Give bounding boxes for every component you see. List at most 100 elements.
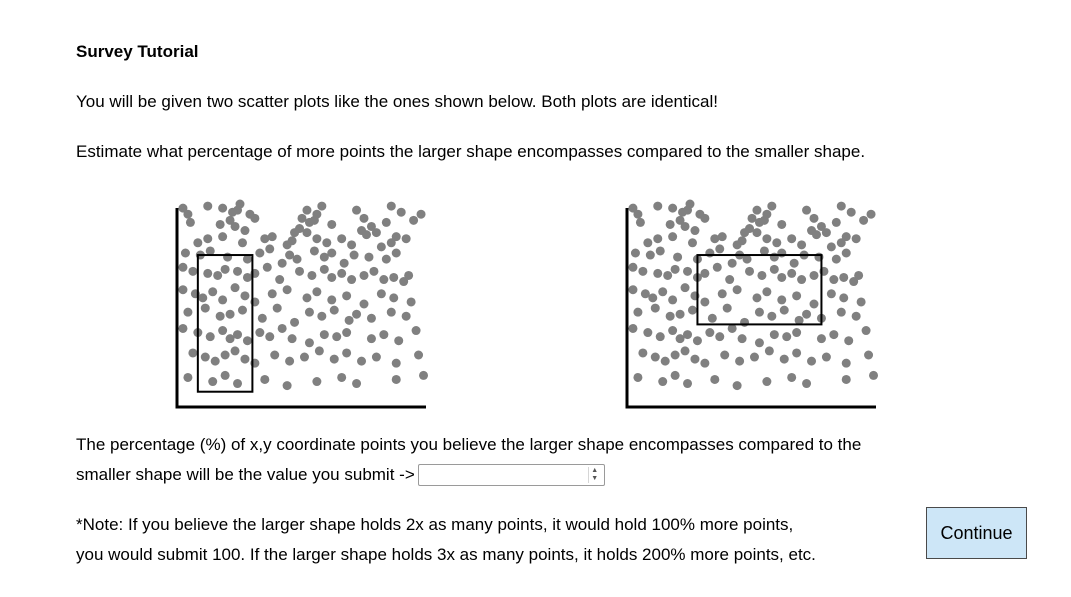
scatter-point — [262, 262, 272, 272]
scatter-point — [327, 219, 337, 229]
scatter-point — [690, 354, 700, 364]
scatter-point — [307, 270, 317, 280]
scatter-point — [720, 350, 730, 360]
scatter-point — [854, 270, 864, 280]
scatter-point — [364, 252, 374, 262]
scatter-point — [352, 309, 362, 319]
scatter-point — [816, 334, 826, 344]
scatter-point — [692, 336, 702, 346]
scatter-point — [705, 328, 715, 338]
scatter-point — [178, 323, 188, 333]
scatter-point — [282, 285, 292, 295]
scatter-point — [769, 264, 779, 274]
scatter-point — [233, 379, 243, 389]
scatter-point — [233, 330, 243, 340]
scatter-point — [809, 299, 819, 309]
scatter-point — [299, 352, 309, 362]
scatter-point — [851, 311, 861, 321]
scatter-point — [213, 270, 223, 280]
scatter-point — [628, 262, 638, 272]
spin-down-icon[interactable]: ▼ — [591, 475, 599, 482]
scatter-point — [700, 358, 710, 368]
instruction-text: Estimate what percentage of more points … — [76, 142, 866, 161]
scatter-point — [772, 238, 782, 248]
scatter-point — [312, 234, 322, 244]
scatter-point — [218, 295, 228, 305]
scatter-point — [277, 258, 287, 268]
axis-lines — [175, 208, 426, 409]
scatter-point — [777, 219, 787, 229]
scatter-point — [230, 346, 240, 356]
scatter-point — [200, 352, 210, 362]
scatter-point — [349, 250, 359, 260]
scatter-point — [670, 370, 680, 380]
scatter-point — [230, 221, 240, 231]
scatter-point — [792, 328, 802, 338]
scatter-point — [732, 285, 742, 295]
scatter-point — [762, 234, 772, 244]
scatter-point — [332, 332, 342, 342]
scatter-point — [409, 215, 419, 225]
scatter-point — [816, 221, 826, 231]
scatter-point — [836, 238, 846, 248]
scatter-point — [257, 313, 267, 323]
scatter-point — [777, 248, 787, 258]
answer-prompt: The percentage (%) of x,y coordinate poi… — [76, 430, 861, 490]
scatter-point — [715, 332, 725, 342]
scatter-plot-right — [620, 196, 880, 412]
scatter-point — [396, 207, 406, 217]
scatter-point — [342, 291, 352, 301]
note-line2: you would submit 100. If the larger shap… — [76, 545, 816, 564]
spin-up-icon[interactable]: ▲ — [591, 467, 599, 474]
scatter-point — [319, 330, 329, 340]
scatter-point — [205, 332, 215, 342]
scatter-point — [767, 311, 777, 321]
scatter-point — [683, 330, 693, 340]
scatter-point — [715, 244, 725, 254]
scatter-point — [342, 348, 352, 358]
scatter-point — [265, 332, 275, 342]
answer-prompt-line2: smaller shape will be the value you subm… — [76, 465, 415, 484]
scatter-point — [710, 374, 720, 384]
scatter-point — [759, 215, 769, 225]
scatter-point — [265, 244, 275, 254]
scatter-point — [401, 234, 411, 244]
scatter-point — [754, 307, 764, 317]
scatter-point — [290, 317, 300, 327]
scatter-point — [237, 238, 247, 248]
scatter-point — [764, 346, 774, 356]
scatter-point — [757, 270, 767, 280]
continue-button[interactable]: Continue — [926, 507, 1027, 559]
scatter-point — [675, 215, 685, 225]
intro-text: You will be given two scatter plots like… — [76, 92, 718, 111]
scatter-point — [295, 224, 305, 234]
scatter-point — [203, 268, 213, 278]
scatter-point — [690, 226, 700, 236]
scatter-point — [670, 350, 680, 360]
scatter-point — [255, 328, 265, 338]
scatter-point — [198, 293, 208, 303]
number-spinner[interactable]: ▲ ▼ — [587, 467, 601, 483]
percentage-input-box[interactable]: ▲ ▼ — [417, 464, 605, 486]
scatter-point — [193, 238, 203, 248]
scatter-point — [864, 350, 874, 360]
scatter-point — [302, 205, 312, 215]
scatter-point — [700, 268, 710, 278]
scatter-point — [841, 248, 851, 258]
percentage-input[interactable] — [420, 466, 585, 484]
scatter-point — [200, 303, 210, 313]
scatter-point — [285, 250, 295, 260]
scatter-point — [844, 336, 854, 346]
scatter-point — [215, 311, 225, 321]
scatter-point — [722, 303, 732, 313]
scatter-point — [794, 315, 804, 325]
scatter-point — [754, 338, 764, 348]
scatter-point — [267, 289, 277, 299]
scatter-point — [745, 266, 755, 276]
scatter-point — [386, 238, 396, 248]
scatter-point — [277, 323, 287, 333]
scatter-point — [685, 199, 695, 209]
scatter-point — [361, 230, 371, 240]
scatter-point — [802, 205, 812, 215]
scatter-point — [275, 275, 285, 285]
